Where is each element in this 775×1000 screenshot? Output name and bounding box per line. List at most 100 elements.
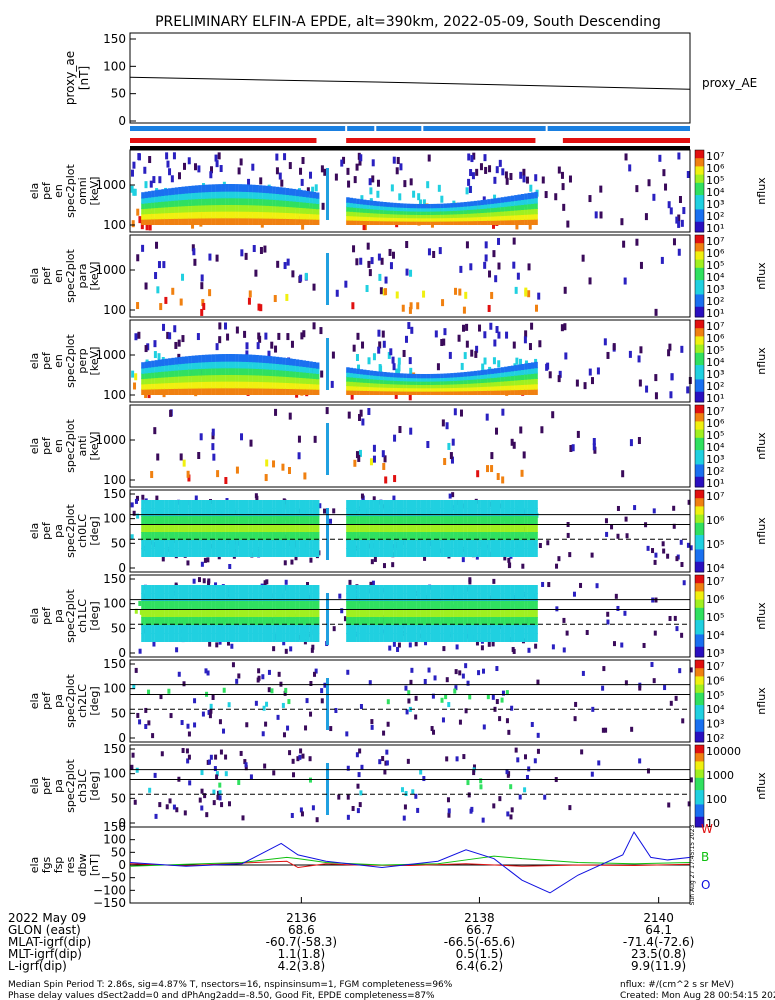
- spectrum-band-cell: [255, 191, 259, 199]
- spectrum-band-cell: [399, 390, 404, 395]
- spectrum-band-cell: [205, 548, 209, 557]
- spectrum-pixel: [382, 730, 386, 736]
- ephem-label-date: 2022 May 09: [8, 911, 86, 925]
- spectrum-pixel: [575, 379, 579, 387]
- spectrum-band-cell: [252, 617, 256, 626]
- spectrum-band-cell: [252, 540, 256, 549]
- spectrum-pixel: [147, 720, 151, 726]
- spectrum-pixel: [222, 728, 226, 734]
- spectrum-band-cell: [295, 359, 300, 367]
- spectrum-band-cell: [181, 532, 186, 541]
- spectrum-band-cell: [211, 540, 216, 549]
- spectrum-band-cell: [218, 548, 222, 557]
- spectrum-band-cell: [446, 593, 451, 602]
- spectrum-band-cell: [349, 532, 354, 541]
- spectrum-band-cell: [221, 374, 226, 382]
- spectrum-band-cell: [497, 372, 501, 378]
- spectrum-band-cell: [262, 355, 266, 363]
- spectrum-band-cell: [463, 216, 468, 222]
- panel-ytick-label: 100: [103, 597, 126, 611]
- spectrum-pixel: [533, 758, 537, 764]
- spectrum-pixel: [396, 156, 400, 164]
- spectrum-band-cell: [346, 206, 350, 212]
- colorbar-cell: [695, 731, 704, 735]
- colorbar-tick-label: 10⁴: [706, 271, 725, 284]
- spectrum-pixel: [133, 799, 137, 805]
- spectrum-band-cell: [359, 585, 364, 594]
- spectrum-pixel: [646, 545, 650, 551]
- spectrum-band-cell: [420, 508, 424, 517]
- spectrum-band-cell: [302, 360, 306, 367]
- spectrum-band-cell: [504, 210, 508, 216]
- spectrum-band-cell: [426, 585, 431, 594]
- spectrum-band-cell: [453, 209, 458, 215]
- spectrum-band-cell: [201, 625, 206, 634]
- spectrum-pixel: [551, 411, 555, 419]
- spectrum-band-cell: [473, 625, 478, 634]
- spectrum-band-cell: [194, 500, 199, 509]
- spectrum-band-cell: [487, 508, 491, 517]
- spectrum-band-cell: [460, 524, 464, 533]
- spectrum-band-cell: [393, 524, 397, 533]
- spectrum-pixel: [497, 237, 501, 245]
- spectrum-pixel: [137, 331, 141, 339]
- spectrum-pixel: [434, 330, 438, 338]
- spectrum-band-cell: [235, 516, 239, 525]
- colorbar-cell: [695, 613, 704, 617]
- spectrum-band-cell: [144, 633, 149, 642]
- panel-ylabel: [deg]: [88, 516, 101, 545]
- spectrum-pixel: [280, 179, 284, 187]
- spectrum-band-cell: [228, 204, 233, 212]
- spectrum-band-cell: [238, 210, 243, 219]
- spectrum-band-cell: [497, 585, 501, 594]
- spectrum-band-cell: [373, 585, 377, 594]
- spectrum-band-cell: [453, 500, 458, 509]
- spectrum-band-cell: [510, 195, 515, 202]
- spectrum-band-cell: [161, 200, 165, 208]
- spectrum-band-cell: [275, 199, 280, 207]
- spectrum-band-cell: [258, 361, 263, 370]
- spectrum-band-cell: [346, 524, 350, 533]
- colorbar-tick-label: 10²: [706, 465, 724, 478]
- colorbar-cell: [695, 296, 704, 300]
- spectrum-pixel: [256, 342, 260, 350]
- spectrum-pixel: [516, 757, 520, 763]
- colorbar-cell: [695, 753, 704, 756]
- spectrum-band-cell: [225, 354, 229, 362]
- spectrum-pixel: [509, 784, 513, 790]
- spectrum-pixel: [285, 293, 289, 301]
- panel-ytick-label: 50: [111, 621, 126, 635]
- spectrum-band-cell: [457, 540, 461, 549]
- spectrum-band-cell: [144, 367, 149, 374]
- spectrum-band-cell: [158, 601, 162, 610]
- spectrum-band-cell: [446, 373, 451, 378]
- spectrum-pixel: [409, 269, 413, 277]
- spectrum-band-cell: [430, 387, 434, 392]
- spectrum-pixel: [565, 630, 569, 636]
- spectrum-pixel: [378, 273, 382, 281]
- spectrum-band-cell: [480, 390, 485, 395]
- spectrum-band-cell: [194, 368, 199, 376]
- spectrum-band-cell: [463, 593, 468, 602]
- spectrum-band-cell: [191, 211, 196, 219]
- spectrum-pixel: [211, 443, 215, 451]
- spectrum-pixel: [558, 370, 562, 378]
- spectrum-band-cell: [463, 532, 468, 541]
- spectrum-pixel: [191, 221, 195, 229]
- spectrum-pixel: [483, 357, 487, 365]
- spectrum-band-cell: [362, 601, 367, 610]
- spectrum-pixel: [498, 716, 502, 722]
- colorbar-cell: [695, 472, 704, 476]
- spectrum-band-cell: [410, 601, 414, 610]
- spectrum-band-cell: [426, 593, 431, 602]
- spectrum-band-cell: [278, 601, 283, 610]
- spectrum-band-cell: [221, 540, 226, 549]
- spectrum-band-cell: [470, 212, 474, 218]
- spectrum-band-cell: [352, 617, 357, 626]
- colorbar-cell: [695, 391, 704, 395]
- spectrum-band-cell: [188, 601, 192, 610]
- spectrum-pixel: [311, 644, 315, 650]
- spectrum-band-cell: [188, 387, 192, 395]
- colorbar-cell: [695, 531, 704, 534]
- spectrum-pixel: [400, 787, 404, 793]
